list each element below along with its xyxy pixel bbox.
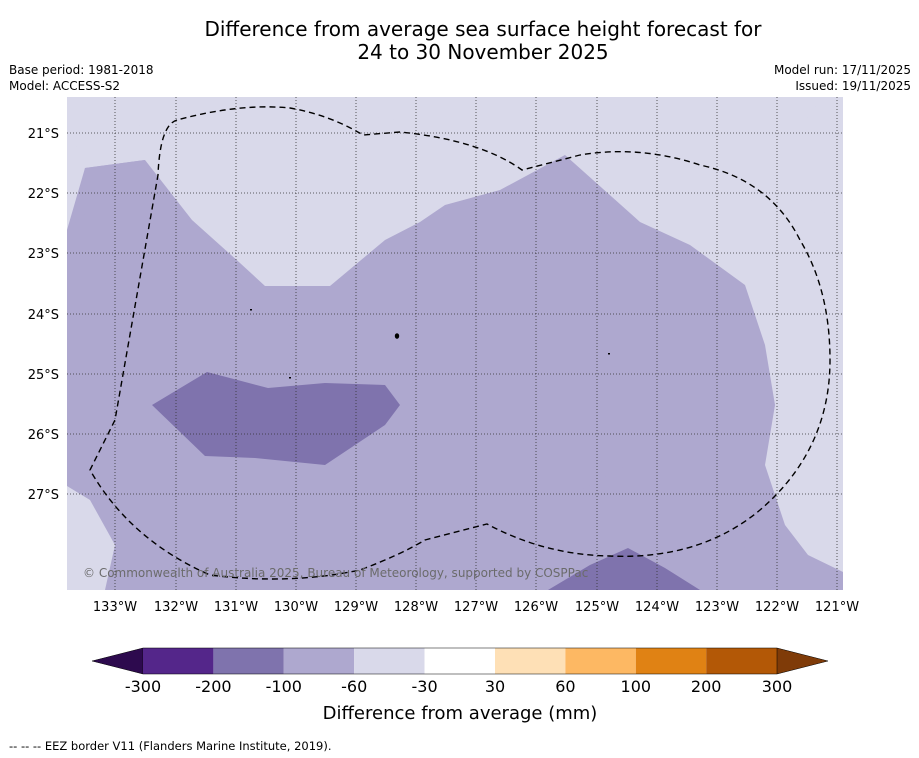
eez-border-line xyxy=(89,106,831,580)
colorbar-swatch xyxy=(495,648,566,674)
island-marker xyxy=(289,377,291,379)
lat-label: 21°S xyxy=(28,127,59,142)
eez-legend-footnote: -- -- -- EEZ border V11 (Flanders Marine… xyxy=(9,739,332,753)
colorbar: -300 -200 -100 -60 -30 30 60 100 200 300… xyxy=(91,647,829,724)
gridlines xyxy=(67,97,843,590)
longitude-labels: 133°W 132°W 131°W 130°W 129°W 128°W 127°… xyxy=(93,600,859,615)
contour-light-region-south xyxy=(67,486,115,590)
lat-label: 24°S xyxy=(28,308,59,323)
map-panel: © Commonwealth of Australia 2025, Bureau… xyxy=(67,97,843,590)
lon-label: 127°W xyxy=(454,600,498,615)
model-run-text: Model run: 17/11/2025 xyxy=(773,63,911,77)
lon-label: 128°W xyxy=(394,600,438,615)
copyright-text: © Commonwealth of Australia 2025, Bureau… xyxy=(83,566,588,580)
colorbar-swatch xyxy=(354,648,425,674)
lon-label: 122°W xyxy=(755,600,799,615)
colorbar-swatch xyxy=(706,648,777,674)
lat-label: 26°S xyxy=(28,428,59,443)
colorbar-swatch xyxy=(283,648,355,674)
colorbar-tick-label: -300 xyxy=(125,677,161,696)
contour-dark-region-south xyxy=(548,548,700,590)
colorbar-tick-label: -200 xyxy=(195,677,231,696)
contour-dark-region-center xyxy=(152,372,400,465)
colorbar-title: Difference from average (mm) xyxy=(323,703,598,724)
contour-medium-region-west xyxy=(67,255,775,590)
lon-label: 123°W xyxy=(695,600,739,615)
colorbar-overflow-triangle xyxy=(776,647,829,675)
colorbar-tick-label: 300 xyxy=(762,677,793,696)
issued-text: Issued: 19/11/2025 xyxy=(795,79,911,93)
lon-label: 132°W xyxy=(154,600,198,615)
colorbar-swatch xyxy=(565,648,636,674)
chart-title: Difference from average sea surface heig… xyxy=(0,18,919,64)
lat-label: 22°S xyxy=(28,187,59,202)
title-line-2: 24 to 30 November 2025 xyxy=(357,40,609,64)
colorbar-tick-label: 30 xyxy=(485,677,505,696)
lon-label: 133°W xyxy=(93,600,137,615)
island-marker xyxy=(394,333,400,339)
latitude-labels: 21°S 22°S 23°S 24°S 25°S 26°S 27°S xyxy=(28,127,59,503)
colorbar-underflow-triangle xyxy=(91,647,144,675)
colorbar-tick-label: -100 xyxy=(266,677,302,696)
contour-mid-region-interior xyxy=(67,160,145,275)
lon-label: 126°W xyxy=(514,600,558,615)
meta-left: Base period: 1981-2018 Model: ACCESS-S2 xyxy=(9,62,154,94)
lon-label: 129°W xyxy=(334,600,378,615)
lon-label: 130°W xyxy=(274,600,318,615)
contour-light-region-north xyxy=(67,97,843,230)
colorbar-tick-label: 60 xyxy=(555,677,575,696)
meta-right: Model run: 17/11/2025 Issued: 19/11/2025 xyxy=(774,62,911,94)
colorbar-tick-label: -60 xyxy=(341,677,367,696)
island-marker xyxy=(250,309,252,311)
base-period-text: Base period: 1981-2018 xyxy=(9,63,154,77)
lon-label: 124°W xyxy=(635,600,679,615)
model-text: Model: ACCESS-S2 xyxy=(9,79,121,93)
contour-light-region-main xyxy=(67,97,843,572)
title-line-1: Difference from average sea surface heig… xyxy=(204,17,762,41)
lon-label: 125°W xyxy=(575,600,619,615)
island-marker xyxy=(608,353,610,355)
colorbar-swatch xyxy=(213,648,284,674)
lon-label: 121°W xyxy=(815,600,859,615)
island-markers xyxy=(250,309,610,379)
contour-light-region-northeast-patch xyxy=(722,97,822,119)
colorbar-swatch xyxy=(424,648,495,674)
colorbar-swatch xyxy=(143,648,214,674)
colorbar-tick-label: 100 xyxy=(621,677,652,696)
colorbar-tick-label: 200 xyxy=(691,677,722,696)
lat-label: 23°S xyxy=(28,247,59,262)
lon-label: 131°W xyxy=(214,600,258,615)
lat-label: 27°S xyxy=(28,488,59,503)
lat-label: 25°S xyxy=(28,368,59,383)
colorbar-swatch xyxy=(635,648,707,674)
colorbar-tick-label: -30 xyxy=(412,677,438,696)
